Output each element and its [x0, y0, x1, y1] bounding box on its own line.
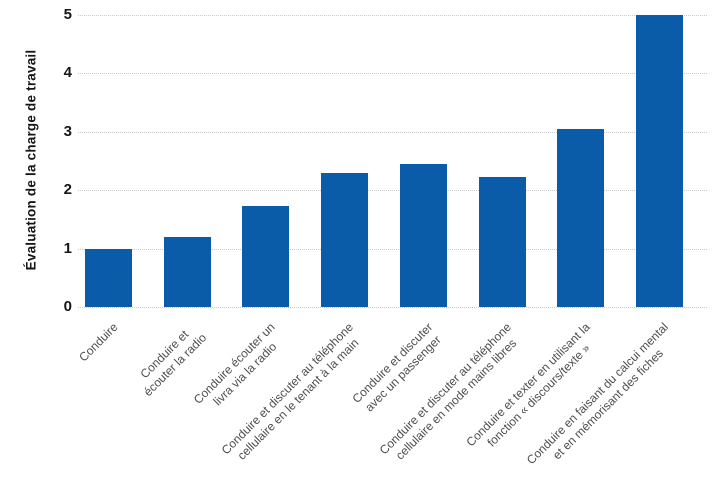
- y-tick-label-3: 3: [63, 122, 72, 140]
- gridline-y-4: [78, 73, 707, 75]
- gridline-y-1: [78, 248, 707, 250]
- bar-7: [557, 128, 605, 307]
- gridline-y-0: [78, 307, 707, 308]
- gridline-y-3: [78, 131, 707, 133]
- y-tick-label-5: 5: [63, 6, 72, 23]
- y-tick-label-4: 4: [63, 64, 72, 82]
- gridline-y-5: [78, 15, 707, 16]
- x-tick-label-1: Conduire: [76, 320, 121, 365]
- x-tick-label-6: Conduire et discuter au téléphone cellul…: [376, 320, 520, 463]
- y-axis-title: Évaluation de la charge de travail: [23, 49, 39, 271]
- bar-8: [635, 15, 683, 307]
- x-tick-label-8: Conduire en faisant du calcui mental et …: [524, 320, 672, 468]
- bar-5: [399, 163, 447, 307]
- x-tick-label-4: Conduire et discuter au téléphone cellul…: [219, 320, 362, 463]
- bar-2: [163, 236, 211, 307]
- y-tick-label-1: 1: [63, 239, 72, 257]
- y-tick-label-2: 2: [63, 181, 72, 199]
- bar-3: [242, 205, 290, 307]
- bar-6: [478, 176, 526, 307]
- y-tick-label-0: 0: [63, 298, 72, 315]
- gridline-y-2: [78, 190, 707, 192]
- bar-1: [85, 248, 132, 307]
- bar-4: [321, 172, 369, 307]
- plot-area: [78, 15, 707, 308]
